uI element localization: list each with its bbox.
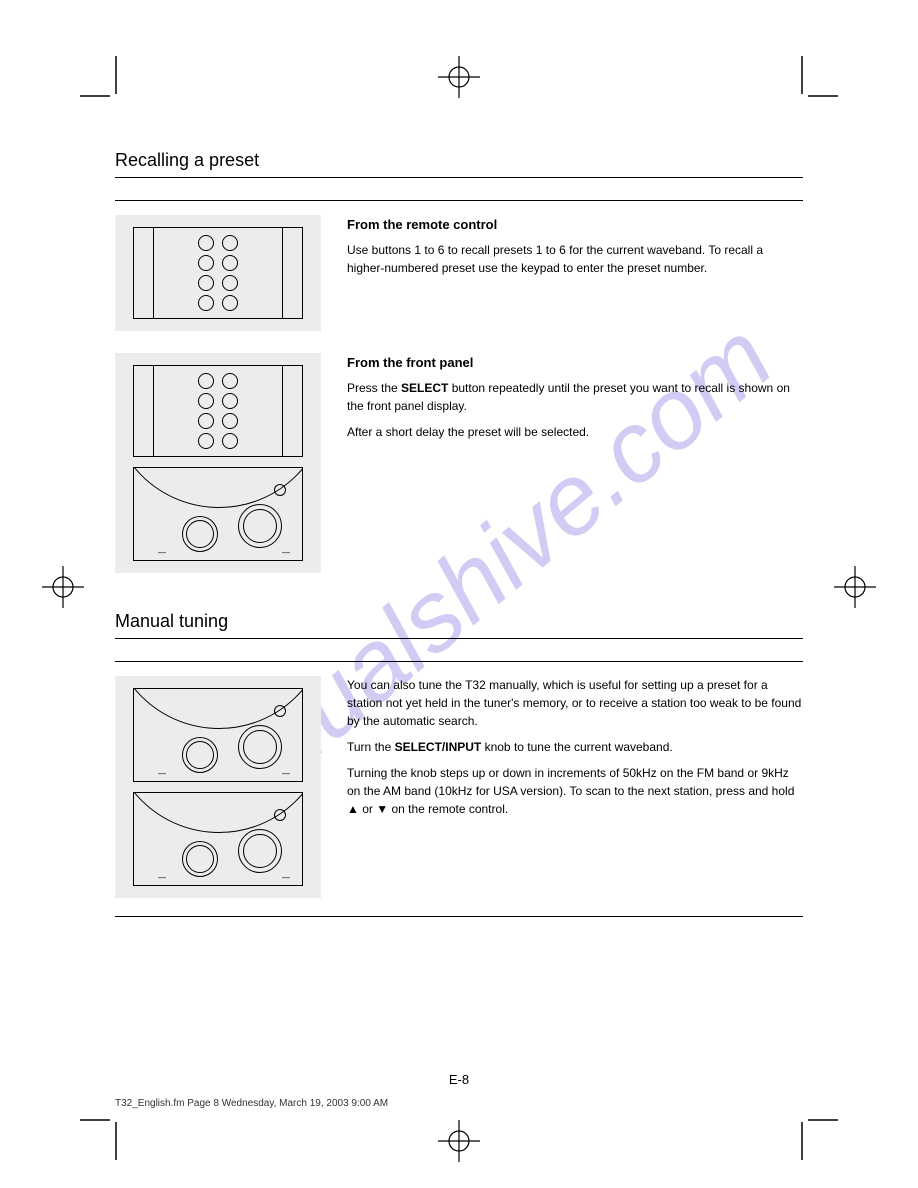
section2-title: Manual tuning [115,611,803,632]
crop-mark-top-left [80,56,130,106]
section1-body2-3: After a short delay the preset will be s… [347,423,803,441]
front-panel-2: — — [133,688,303,782]
section1-body2: Press the SELECT button repeatedly until… [347,379,803,415]
section1-body1: Use buttons 1 to 6 to recall presets 1 t… [347,241,803,277]
front-panel-3: — — [133,792,303,886]
section2-sub: — — — — You can also tune the T32 manual… [115,676,803,898]
section1-title: Recalling a preset [115,150,803,171]
remote-panel-2 [133,365,303,457]
page-number: E-8 [449,1072,469,1087]
illus-remote-1 [115,215,321,331]
section2-body2: Turn the SELECT/INPUT knob to tune the c… [347,738,803,756]
reg-mark-bottom-center [438,1120,480,1162]
reg-mark-left-center [42,566,84,608]
content-area: Recalling a preset From the remote c [115,150,803,917]
reg-mark-top-center [438,56,480,98]
illus-remote-front: — — [115,353,321,573]
section1-sub1: From the remote control Use buttons 1 to… [115,215,803,331]
section1-sub2: — — From the front panel Press the SELEC… [115,353,803,573]
section2-body1: You can also tune the T32 manually, whic… [347,676,803,730]
front-panel-1: — — [133,467,303,561]
footer-filename: T32_English.fm Page 8 Wednesday, March 1… [115,1098,388,1109]
crop-mark-top-right [788,56,838,106]
page-root: manualshive.com Recalling a preset [0,0,918,1188]
crop-mark-bottom-right [788,1110,838,1160]
crop-mark-bottom-left [80,1110,130,1160]
section2-body3: Turning the knob steps up or down in inc… [347,764,803,818]
remote-panel-1 [133,227,303,319]
section1-head1: From the remote control [347,215,803,235]
illus-front-panels: — — — — [115,676,321,898]
reg-mark-right-center [834,566,876,608]
section1-head2: From the front panel [347,353,803,373]
